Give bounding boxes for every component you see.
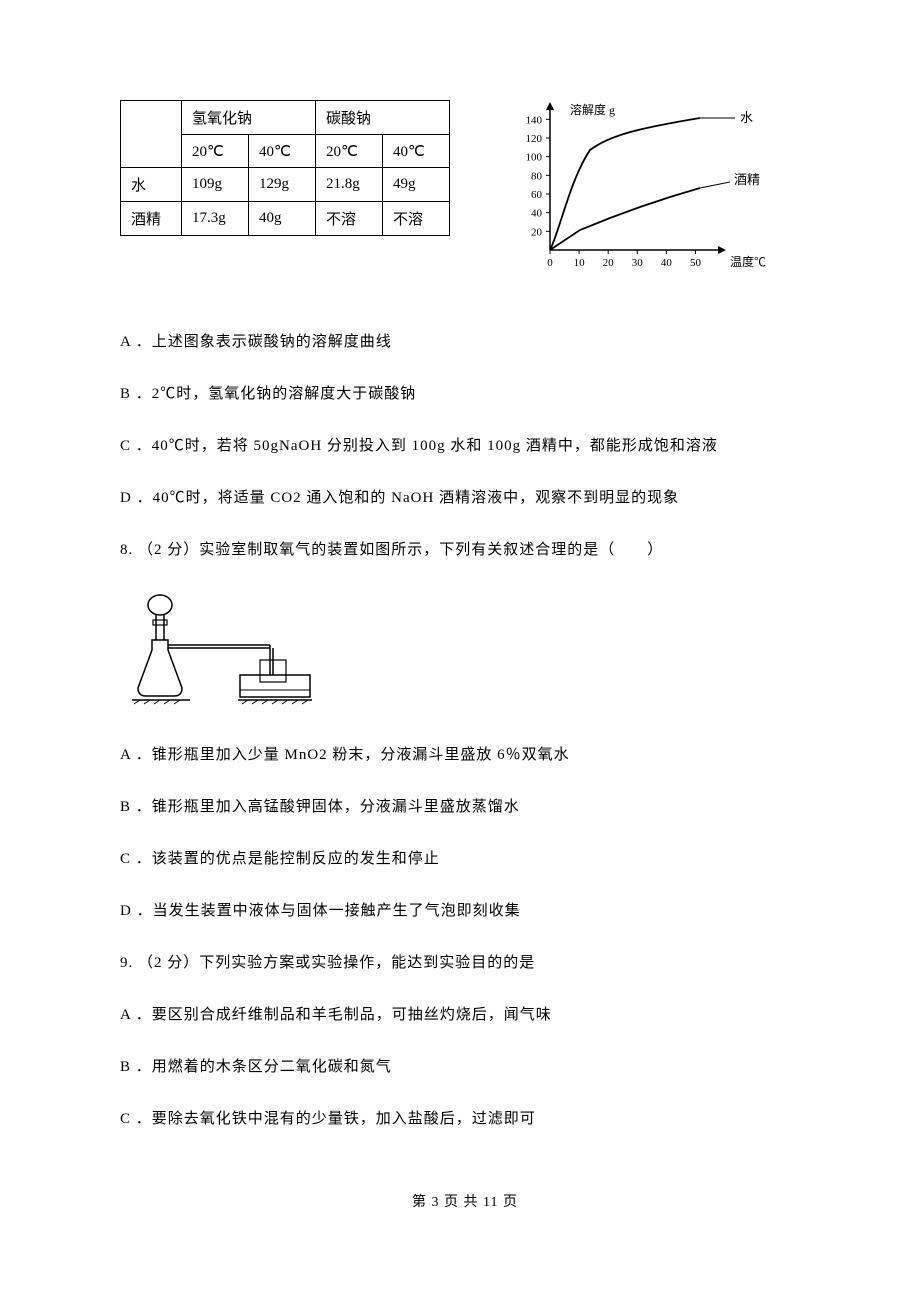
colgroup-naoh: 氢氧化钠	[182, 101, 316, 135]
q8-option-b: B ．锥形瓶里加入高锰酸钾固体，分液漏斗里盛放蒸馏水	[120, 795, 810, 819]
subcol-40-1: 40℃	[249, 135, 316, 168]
cell-water-40-2: 49g	[383, 168, 450, 202]
cell-alcohol-40-2: 不溶	[383, 202, 450, 236]
q9-stem: 9. （2 分）下列实验方案或实验操作，能达到实验目的的是	[120, 951, 810, 975]
q8-option-a: A ．锥形瓶里加入少量 MnO2 粉末，分液漏斗里盛放 6％双氧水	[120, 743, 810, 767]
apparatus-svg	[120, 590, 320, 710]
q7-option-d: D ．40℃时，将适量 CO2 通入饱和的 NaOH 酒精溶液中，观察不到明显的…	[120, 486, 810, 510]
svg-text:100: 100	[526, 152, 543, 164]
table-chart-row: 氢氧化钠 碳酸钠 20℃ 40℃ 20℃ 40℃ 水 109g 129g 21.…	[120, 100, 810, 280]
svg-text:温度℃: 温度℃	[730, 254, 766, 269]
q9-option-a: A ．要区别合成纤维制品和羊毛制品，可抽丝灼烧后，闻气味	[120, 1003, 810, 1027]
q7-option-c: C ．40℃时，若将 50gNaOH 分别投入到 100g 水和 100g 酒精…	[120, 434, 810, 458]
svg-text:0: 0	[547, 257, 553, 269]
svg-text:20: 20	[603, 257, 615, 269]
cell-water-40-1: 129g	[249, 168, 316, 202]
cell-water-20-1: 109g	[182, 168, 249, 202]
svg-text:80: 80	[531, 170, 543, 182]
row-alcohol: 酒精	[121, 202, 182, 236]
q8-option-d: D ．当发生装置中液体与固体一接触产生了气泡即刻收集	[120, 899, 810, 923]
q9-option-c: C ．要除去氧化铁中混有的少量铁，加入盐酸后，过滤即可	[120, 1107, 810, 1131]
subcol-20-1: 20℃	[182, 135, 249, 168]
q7-option-a: A ．上述图象表示碳酸钠的溶解度曲线	[120, 330, 810, 354]
svg-text:60: 60	[531, 189, 543, 201]
q8-stem: 8. （2 分）实验室制取氧气的装置如图所示，下列有关叙述合理的是（ ）	[120, 538, 810, 562]
svg-text:30: 30	[632, 257, 644, 269]
chart-svg: 140 120 100 80 60 40 20 0 10 20 30 40 50 溶解度 g 温度℃ 水酒精	[510, 100, 790, 280]
q9-option-b: B ．用燃着的木条区分二氧化碳和氮气	[120, 1055, 810, 1079]
table-corner	[121, 101, 182, 168]
subcol-20-2: 20℃	[316, 135, 383, 168]
q8-option-c: C ．该装置的优点是能控制反应的发生和停止	[120, 847, 810, 871]
svg-text:40: 40	[661, 257, 673, 269]
svg-text:120: 120	[526, 133, 543, 145]
cell-alcohol-20-2: 不溶	[316, 202, 383, 236]
svg-text:20: 20	[531, 226, 543, 238]
svg-text:溶解度 g: 溶解度 g	[570, 102, 615, 117]
subcol-40-2: 40℃	[383, 135, 450, 168]
cell-water-20-2: 21.8g	[316, 168, 383, 202]
svg-text:水: 水	[740, 110, 753, 125]
svg-text:10: 10	[574, 257, 586, 269]
svg-text:酒精: 酒精	[734, 172, 760, 187]
page-footer: 第 3 页 共 11 页	[120, 1191, 810, 1211]
apparatus-figure	[120, 590, 810, 715]
colgroup-na2co3: 碳酸钠	[316, 101, 450, 135]
svg-text:50: 50	[690, 257, 702, 269]
page-container: 氢氧化钠 碳酸钠 20℃ 40℃ 20℃ 40℃ 水 109g 129g 21.…	[0, 0, 920, 1251]
cell-alcohol-20-1: 17.3g	[182, 202, 249, 236]
svg-text:40: 40	[531, 208, 543, 220]
solubility-chart: 140 120 100 80 60 40 20 0 10 20 30 40 50 溶解度 g 温度℃ 水酒精	[510, 100, 790, 280]
svg-text:140: 140	[526, 114, 543, 126]
solubility-table: 氢氧化钠 碳酸钠 20℃ 40℃ 20℃ 40℃ 水 109g 129g 21.…	[120, 100, 450, 236]
q7-option-b: B ．2℃时，氢氧化钠的溶解度大于碳酸钠	[120, 382, 810, 406]
cell-alcohol-40-1: 40g	[249, 202, 316, 236]
row-water: 水	[121, 168, 182, 202]
